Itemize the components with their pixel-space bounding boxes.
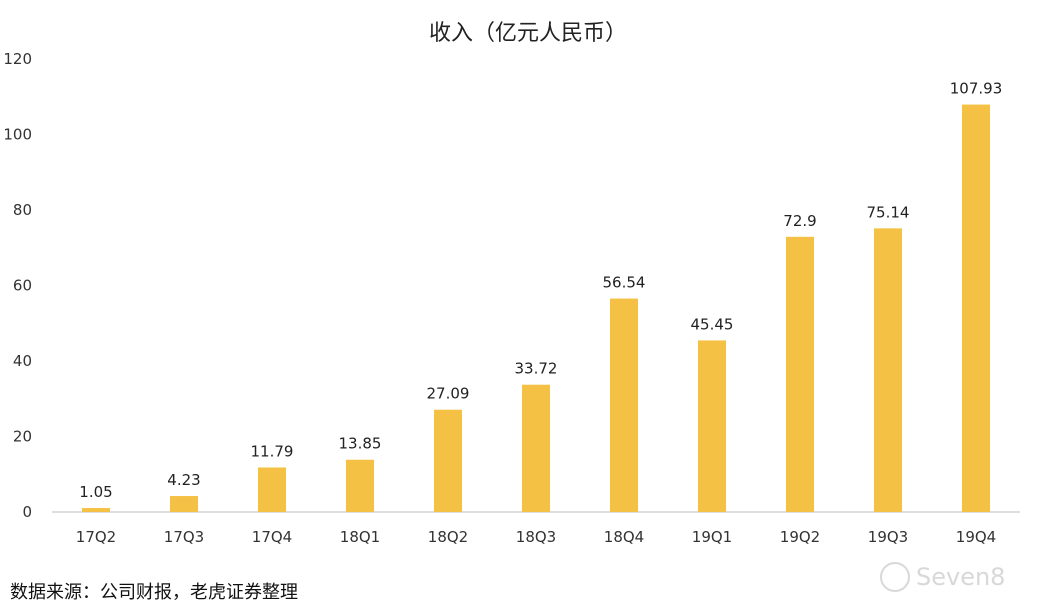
- y-tick-label: 120: [3, 50, 32, 68]
- watermark: Seven8: [880, 562, 1005, 592]
- x-tick-label: 18Q2: [428, 528, 468, 546]
- data-label: 72.9: [783, 212, 816, 230]
- bar: [82, 508, 110, 512]
- data-labels: 1.05 4.23 11.79 13.85 27.09 33.72 56.54 45.45 72…: [79, 80, 1002, 501]
- data-label: 1.05: [79, 483, 112, 501]
- x-tick-label: 18Q3: [516, 528, 556, 546]
- bar: [610, 298, 638, 512]
- x-tick-label: 17Q2: [76, 528, 116, 546]
- bar: [434, 409, 462, 512]
- bar: [170, 496, 198, 512]
- bars: [82, 104, 990, 513]
- y-tick-label: 100: [3, 126, 32, 144]
- bar: [786, 236, 814, 513]
- y-tick-label: 0: [22, 503, 32, 521]
- data-label: 75.14: [867, 203, 910, 221]
- watermark-text: Seven8: [916, 563, 1006, 591]
- x-tick-label: 17Q3: [164, 528, 204, 546]
- watermark-logo-icon: [880, 562, 910, 592]
- data-label: 45.45: [691, 315, 734, 333]
- y-tick-label: 20: [13, 428, 32, 446]
- x-tick-label: 19Q4: [956, 528, 996, 546]
- x-tick-label: 19Q2: [780, 528, 820, 546]
- bar: [346, 459, 374, 512]
- bar: [258, 467, 286, 512]
- bar: [874, 228, 902, 512]
- y-tick-label: 40: [13, 352, 32, 370]
- data-label: 27.09: [427, 385, 470, 403]
- y-tick-label: 80: [13, 201, 32, 219]
- x-axis: 17Q2 17Q3 17Q4 18Q1 18Q2 18Q3 18Q4 19Q1 19Q2 19Q3…: [76, 528, 996, 546]
- source-note: 数据来源：公司财报，老虎证券整理: [10, 582, 298, 603]
- data-label: 11.79: [251, 442, 294, 460]
- y-tick-label: 60: [13, 277, 32, 295]
- chart-title: 收入（亿元人民币）: [429, 21, 627, 46]
- bar: [522, 384, 550, 512]
- x-tick-label: 18Q4: [604, 528, 644, 546]
- data-label: 4.23: [167, 471, 200, 489]
- data-label: 56.54: [603, 274, 646, 292]
- bar: [962, 104, 990, 513]
- data-label: 107.93: [950, 80, 1003, 98]
- data-label: 13.85: [339, 435, 382, 453]
- x-tick-label: 18Q1: [340, 528, 380, 546]
- x-tick-label: 19Q3: [868, 528, 908, 546]
- bar: [698, 340, 726, 512]
- x-tick-label: 19Q1: [692, 528, 732, 546]
- data-label: 33.72: [515, 360, 558, 378]
- y-axis: 0 20 40 60 80 100 120: [3, 50, 32, 521]
- x-tick-label: 17Q4: [252, 528, 292, 546]
